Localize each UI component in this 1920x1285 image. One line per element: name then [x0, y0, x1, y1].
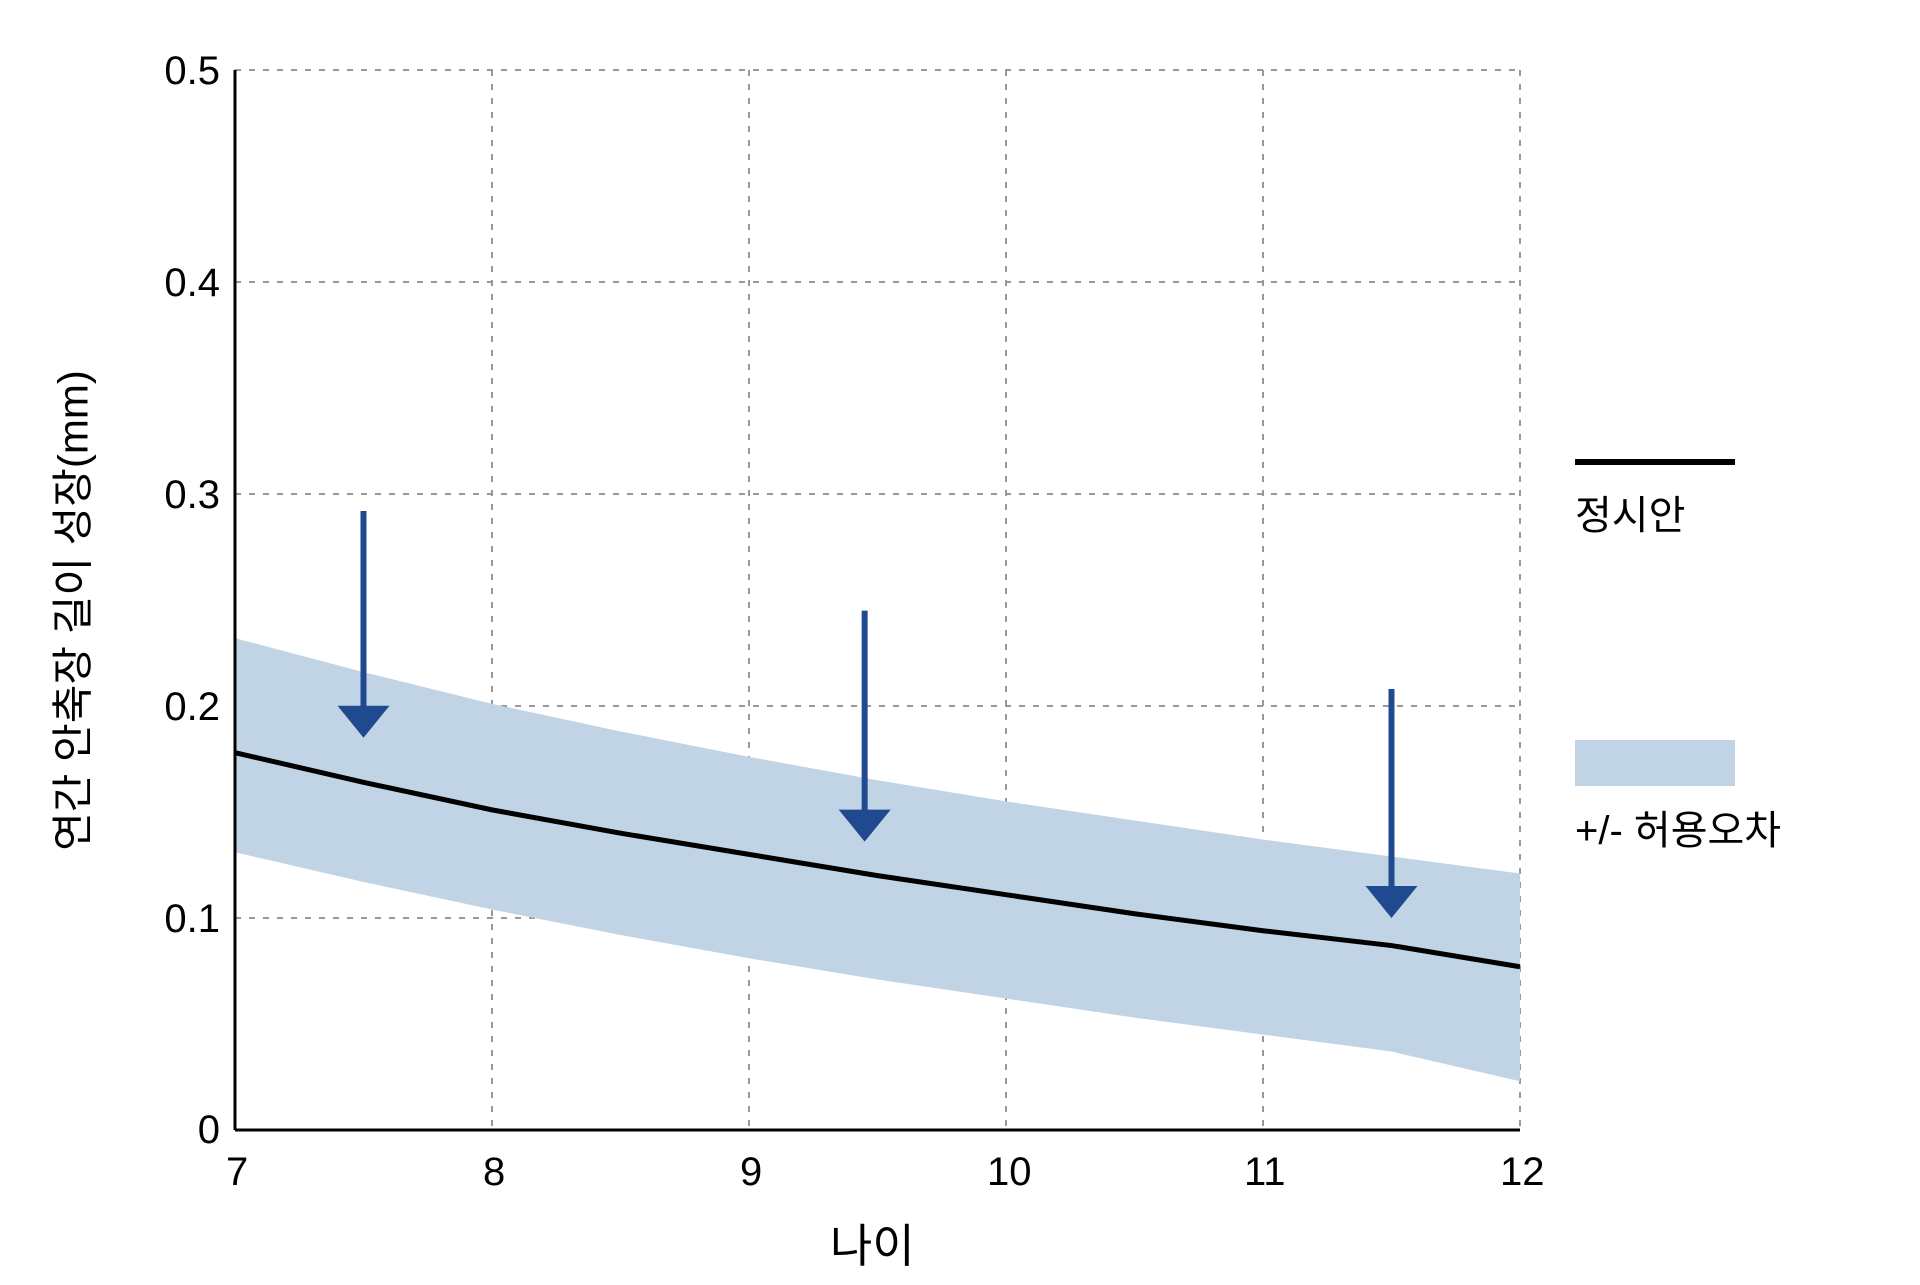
x-tick-0: 7	[226, 1150, 248, 1195]
x-tick-1: 8	[483, 1150, 505, 1195]
y-axis-title: 연간 안축장 길이 성장(mm)	[40, 331, 101, 891]
y-tick-4: 0.4	[164, 261, 220, 306]
y-tick-5: 0.5	[164, 49, 220, 94]
chart-svg	[0, 0, 1920, 1280]
x-axis-title: 나이	[830, 1210, 915, 1276]
legend-band-label: +/- 허용오차	[1575, 798, 1781, 856]
x-tick-4: 11	[1244, 1150, 1286, 1195]
legend-line-label: 정시안	[1575, 483, 1685, 541]
x-tick-3: 10	[987, 1150, 1032, 1195]
y-tick-2: 0.2	[164, 685, 220, 730]
x-tick-5: 12	[1500, 1150, 1545, 1195]
y-tick-1: 0.1	[164, 897, 220, 942]
x-tick-2: 9	[740, 1150, 762, 1195]
y-tick-0: 0	[198, 1108, 220, 1153]
y-tick-3: 0.3	[164, 473, 220, 518]
chart-container: 0 0.1 0.2 0.3 0.4 0.5 7 8 9 10 11 12 연간 …	[0, 0, 1920, 1280]
